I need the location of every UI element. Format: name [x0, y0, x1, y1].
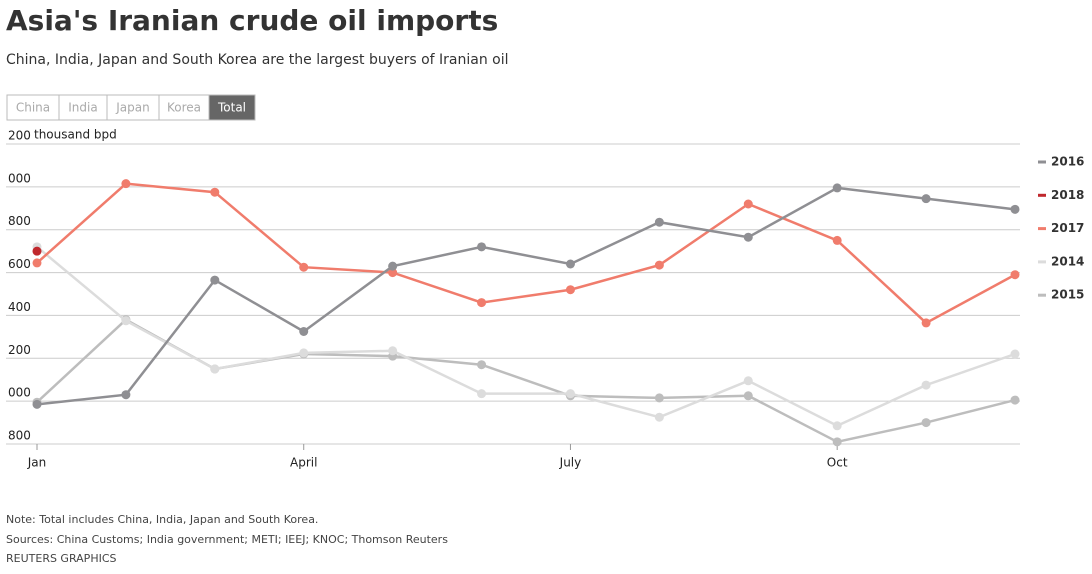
series-line	[36, 186, 1016, 406]
point	[832, 421, 842, 431]
point	[921, 194, 931, 204]
credit: REUTERS GRAPHICS	[6, 552, 117, 565]
y-tick-label: 800	[8, 214, 31, 228]
point	[32, 399, 42, 409]
point	[654, 217, 664, 227]
point	[565, 285, 575, 295]
point	[299, 262, 309, 272]
chart-title: Asia's Iranian crude oil imports	[6, 4, 498, 37]
point	[121, 179, 131, 189]
legend-label: 2015	[1051, 288, 1084, 302]
point	[743, 199, 753, 209]
y-tick-label: 200	[8, 129, 31, 143]
point	[299, 327, 309, 336]
point	[1010, 204, 1020, 214]
legend-label: 2014	[1051, 254, 1084, 268]
tab-label[interactable]: Japan	[115, 101, 149, 115]
y-tick-label: 400	[8, 300, 31, 314]
tab-button[interactable]	[208, 94, 256, 121]
point	[654, 393, 664, 403]
legend-label: 2016	[1051, 155, 1084, 169]
point	[565, 259, 575, 269]
point	[477, 242, 487, 252]
point	[210, 364, 220, 374]
tab-button[interactable]	[106, 94, 160, 121]
point	[477, 298, 487, 308]
legend-label: 2018	[1051, 188, 1084, 202]
point	[921, 380, 931, 390]
tab-label[interactable]: Total	[217, 101, 246, 115]
y-tick-label: 200	[8, 343, 31, 357]
y-tick-label: 000	[8, 386, 31, 400]
chart-subtitle: China, India, Japan and South Korea are …	[6, 52, 509, 68]
tab-label[interactable]: Korea	[167, 101, 201, 115]
y-unit: thousand bpd	[34, 128, 117, 142]
x-tick-label: April	[290, 456, 317, 470]
tab-label[interactable]: China	[16, 101, 50, 115]
point	[210, 187, 220, 197]
point	[210, 275, 220, 285]
point	[388, 261, 398, 271]
x-tick-label: July	[559, 456, 582, 470]
y-tick-label: 800	[8, 429, 31, 443]
sources: Sources: China Customs; India government…	[6, 533, 448, 546]
point	[832, 437, 842, 447]
point	[565, 389, 575, 399]
point	[654, 260, 664, 270]
point	[388, 346, 398, 356]
point	[477, 360, 487, 370]
point	[921, 418, 931, 428]
series-line	[36, 182, 1016, 325]
point	[121, 390, 131, 400]
point	[121, 316, 131, 326]
point	[654, 412, 664, 422]
point	[743, 376, 753, 386]
point	[32, 258, 42, 268]
tab-button[interactable]	[58, 94, 108, 121]
series-line	[36, 318, 1016, 444]
note: Note: Total includes China, India, Japan…	[6, 513, 318, 526]
legend-label: 2017	[1051, 221, 1084, 235]
point	[1010, 395, 1020, 405]
point	[832, 235, 842, 245]
point	[743, 232, 753, 242]
point	[921, 318, 931, 328]
point	[1010, 270, 1020, 280]
point	[1010, 349, 1020, 359]
y-tick-label: 000	[8, 171, 31, 185]
series-line	[36, 245, 1016, 428]
y-tick-label: 600	[8, 257, 31, 271]
tab-button[interactable]	[6, 94, 60, 121]
point	[32, 246, 42, 256]
point	[743, 391, 753, 401]
point	[832, 183, 842, 193]
tab-label[interactable]: India	[68, 101, 97, 115]
point	[477, 389, 487, 399]
x-tick-label: Jan	[27, 456, 47, 470]
x-tick-label: Oct	[827, 456, 848, 470]
point	[388, 268, 398, 278]
point	[299, 348, 309, 358]
